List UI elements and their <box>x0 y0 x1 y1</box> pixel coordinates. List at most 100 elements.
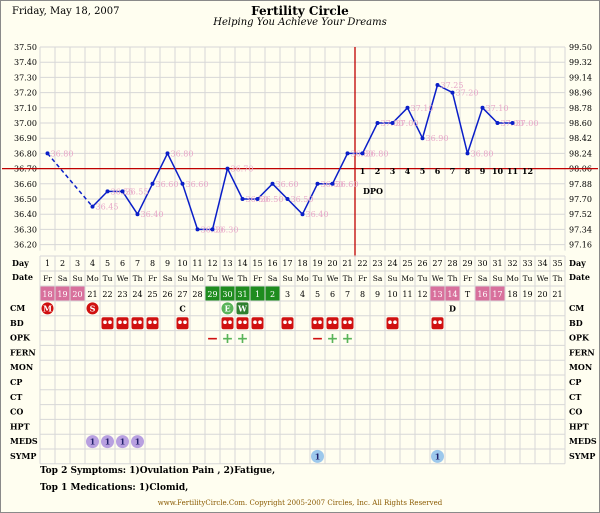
y-tick-f: 99.50 <box>569 43 592 52</box>
fertile-cell <box>220 286 235 301</box>
bd-glyph <box>343 320 347 325</box>
day-number: 2 <box>60 259 65 268</box>
temp-point <box>480 105 485 110</box>
day-number: 6 <box>120 259 125 268</box>
temp-line-segment <box>451 92 469 154</box>
weekday: Sa <box>478 274 488 283</box>
day-number: 32 <box>507 259 517 268</box>
temp-point <box>420 136 425 141</box>
temp-point <box>105 189 110 194</box>
temp-line-segment <box>166 153 184 185</box>
temp-value-label: 36.60 <box>336 180 359 189</box>
weekday: Th <box>343 274 353 283</box>
y-tick-f: 98.96 <box>569 89 592 98</box>
weekday: Th <box>448 274 458 283</box>
temp-point <box>120 189 125 194</box>
temp-line-segment <box>121 190 139 215</box>
symp-mark <box>431 449 444 463</box>
weekday: Sa <box>373 274 383 283</box>
weekday: Th <box>553 274 563 283</box>
page-date: Friday, May 18, 2007 <box>12 6 120 17</box>
calendar-date: 18 <box>42 290 52 299</box>
temp-value-label: 37.20 <box>456 89 479 98</box>
row-label: SYMP <box>10 451 36 461</box>
temp-value-label: 36.50 <box>291 195 314 204</box>
temp-value-label: 36.80 <box>51 149 74 158</box>
calendar-date: T <box>465 290 471 299</box>
day-number: 16 <box>267 259 277 268</box>
calendar-date: 3 <box>285 290 290 299</box>
bd-mark <box>116 317 129 330</box>
dpo-number: 5 <box>420 166 426 176</box>
temp-line-segment <box>361 122 379 154</box>
bd-glyph <box>153 320 157 325</box>
fertile-cell <box>205 286 220 301</box>
bd-glyph <box>183 320 187 325</box>
temp-value-label: 36.70 <box>231 165 254 174</box>
weekday: Tu <box>523 274 533 283</box>
temp-point <box>285 197 290 201</box>
weekday: We <box>222 274 234 283</box>
day-number: 17 <box>282 259 292 268</box>
row-label: BD <box>10 318 24 328</box>
row-label: FERN <box>10 347 36 357</box>
bd-glyph <box>288 320 292 325</box>
temp-line-segment <box>211 168 229 230</box>
bd-glyph <box>103 320 107 325</box>
temp-line-segment <box>391 107 409 124</box>
cm-mark-text: C <box>179 303 185 313</box>
day-number: 25 <box>402 259 412 268</box>
bd-mark <box>176 317 189 330</box>
temp-point <box>90 204 95 209</box>
day-number: 7 <box>135 259 140 268</box>
cm-mark <box>41 302 54 315</box>
calendar-date: 29 <box>207 290 217 299</box>
temp-point <box>180 181 185 186</box>
y-tick-f: 99.32 <box>569 58 592 67</box>
bd-mark <box>431 317 444 330</box>
y-tick-f: 97.34 <box>569 225 592 234</box>
dpo-number: 4 <box>405 166 411 176</box>
row-label-day: Day <box>12 258 29 268</box>
day-number: 11 <box>192 259 202 268</box>
day-number: 10 <box>177 259 187 268</box>
bd-glyph <box>388 320 392 325</box>
dpo-number: 3 <box>390 166 396 176</box>
weekday: Sa <box>58 274 68 283</box>
dpo-number: 7 <box>450 166 456 176</box>
row-label: HPT <box>569 421 589 431</box>
copyright: www.FertilityCircle.Com. Copyright 2005-… <box>157 499 443 507</box>
row-label: OPK <box>10 333 31 343</box>
y-tick-f: 97.70 <box>569 195 592 204</box>
temp-line-segment <box>421 84 439 139</box>
day-number: 13 <box>222 259 232 268</box>
weekday: Fr <box>253 274 262 283</box>
day-number: 18 <box>297 259 307 268</box>
bd-glyph <box>133 320 137 325</box>
bd-glyph <box>328 320 332 325</box>
weekday: We <box>327 274 339 283</box>
temp-point <box>135 212 140 217</box>
weekday: Mo <box>401 274 414 283</box>
temp-value-label: 36.60 <box>186 180 209 189</box>
page-subtitle: Helping You Achieve Your Dreams <box>213 17 387 28</box>
calendar-date: 21 <box>87 290 97 299</box>
bd-mark <box>146 317 159 330</box>
bd-glyph <box>348 320 352 325</box>
row-label: CP <box>569 377 581 387</box>
weekday: Su <box>493 274 503 283</box>
calendar-date: 6 <box>330 290 335 299</box>
day-number: 23 <box>372 259 382 268</box>
day-number: 35 <box>552 259 562 268</box>
y-tick-c: 36.20 <box>14 241 37 250</box>
cm-mark <box>236 302 249 315</box>
temp-value-label: 36.40 <box>141 210 164 219</box>
bd-mark <box>386 317 399 330</box>
temp-point <box>315 181 320 186</box>
temp-line-segment <box>331 153 349 185</box>
calendar-date: 25 <box>147 290 157 299</box>
day-number: 14 <box>237 259 247 268</box>
y-tick-f: 98.24 <box>569 149 592 158</box>
bd-glyph <box>438 320 442 325</box>
